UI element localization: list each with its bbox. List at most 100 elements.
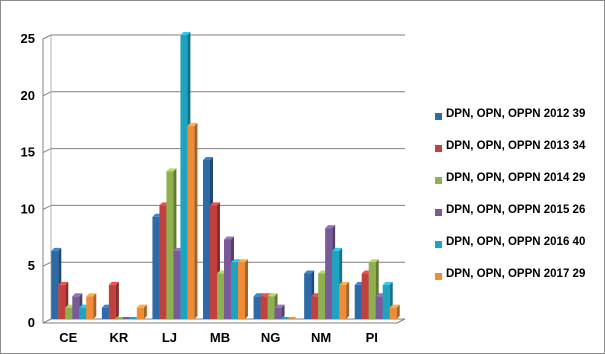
bar-face — [210, 205, 217, 319]
bar-side — [143, 304, 147, 319]
legend-swatch-2013 — [435, 145, 442, 152]
legend-item-2014: DPN, OPN, OPPN 2014 29 — [435, 171, 603, 193]
bar-top — [72, 293, 83, 297]
axes — [42, 35, 406, 324]
y-tick-label: 5 — [28, 258, 35, 273]
bar-side — [93, 293, 97, 319]
x-tick-label-lj: LJ — [162, 330, 177, 345]
bar-top — [108, 281, 119, 285]
bar-ce-s5 — [86, 293, 97, 319]
y-tick-label: 25 — [21, 31, 35, 46]
legend-label-2015: DPN, OPN, OPPN 2015 26 — [446, 204, 586, 216]
bar-face — [86, 296, 94, 319]
legend-swatch-2015 — [435, 209, 442, 216]
bar-face — [375, 296, 383, 319]
bar-kr-s4 — [129, 317, 137, 319]
bar-top — [304, 270, 315, 274]
bar-face — [304, 273, 312, 319]
x-tick-label-kr: KR — [109, 330, 128, 345]
legend-swatch-2014 — [435, 177, 442, 184]
bar-top — [339, 281, 350, 285]
bar-top — [210, 202, 220, 206]
bar-kr-s3 — [122, 317, 130, 319]
bar-ng-s5 — [288, 317, 296, 319]
legend-item-2012: DPN, OPN, OPPN 2012 39 — [435, 107, 603, 129]
bar-face — [281, 317, 289, 319]
bar-top — [58, 281, 69, 285]
bar-face — [152, 216, 160, 319]
bar-top — [51, 247, 62, 251]
bar-face — [136, 307, 144, 319]
bar-side — [115, 281, 119, 319]
bar-top — [224, 236, 234, 240]
gridline-depth — [42, 204, 52, 210]
bar-top — [332, 247, 343, 251]
bar-top — [203, 156, 213, 160]
bar-top — [382, 281, 393, 285]
bar-face — [101, 307, 109, 319]
bar-face — [332, 250, 340, 319]
bar-face — [253, 296, 261, 319]
bar-face — [260, 296, 268, 319]
bar-face — [58, 284, 66, 319]
bar-side — [194, 122, 198, 319]
bar-face — [224, 239, 231, 319]
legend: DPN, OPN, OPPN 2012 39 DPN, OPN, OPPN 20… — [435, 107, 603, 299]
bar-mb-s5 — [238, 259, 248, 319]
bar-top — [231, 259, 241, 263]
bar-top — [136, 304, 147, 308]
bar-face — [203, 159, 210, 319]
bar-face — [72, 296, 80, 319]
legend-swatch-2012 — [435, 113, 442, 120]
bar-face — [231, 262, 238, 319]
bar-top — [267, 293, 278, 297]
gridline-depth — [42, 91, 52, 97]
bar-top — [187, 122, 198, 126]
bar-face — [238, 262, 245, 319]
bar-face — [122, 317, 130, 319]
bar-kr-s1 — [108, 281, 119, 319]
bar-top — [86, 293, 97, 297]
x-tick-label-ce: CE — [59, 330, 77, 345]
bar-kr-s5 — [136, 304, 147, 319]
bar-face — [361, 273, 369, 319]
x-tick-label-ng: NG — [261, 330, 281, 345]
legend-label-2013: DPN, OPN, OPPN 2013 34 — [446, 140, 586, 152]
bar-chart: 0 5 10 15 20 25 CE KR LJ MB NG NM PI — [21, 31, 406, 345]
bar-kr-s2 — [115, 317, 123, 319]
bar-ng-s4 — [281, 317, 289, 319]
bar-top — [389, 304, 400, 308]
gridline-depth — [42, 318, 52, 324]
bars — [51, 32, 400, 319]
bar-ng-s3 — [274, 304, 285, 319]
bar-face — [108, 284, 116, 319]
bar-face — [267, 296, 275, 319]
legend-item-2016: DPN, OPN, OPPN 2016 40 — [435, 235, 603, 257]
gridline-depth — [42, 261, 52, 267]
bar-top — [274, 304, 285, 308]
legend-item-2015: DPN, OPN, OPPN 2015 26 — [435, 203, 603, 225]
bar-face — [288, 317, 296, 319]
x-axis-depth — [396, 318, 406, 324]
bar-face — [325, 228, 333, 319]
legend-label-2016: DPN, OPN, OPPN 2016 40 — [446, 236, 586, 248]
bar-face — [166, 171, 174, 319]
y-tick-label: 0 — [28, 315, 35, 330]
bar-side — [245, 259, 248, 319]
bar-face — [180, 35, 188, 319]
bar-pi-s5 — [389, 304, 400, 319]
legend-label-2017: DPN, OPN, OPPN 2017 29 — [446, 268, 586, 280]
bar-top — [325, 225, 336, 229]
bar-face — [354, 284, 362, 319]
bar-face — [368, 262, 376, 319]
bar-face — [382, 284, 390, 319]
bar-side — [281, 304, 285, 319]
bar-top — [260, 293, 271, 297]
bar-face — [79, 307, 87, 319]
bar-face — [129, 317, 137, 319]
legend-label-2014: DPN, OPN, OPPN 2014 29 — [446, 172, 586, 184]
legend-item-2017: DPN, OPN, OPPN 2017 29 — [435, 267, 603, 289]
bar-top — [368, 259, 379, 263]
bar-nm-s5 — [339, 281, 350, 319]
